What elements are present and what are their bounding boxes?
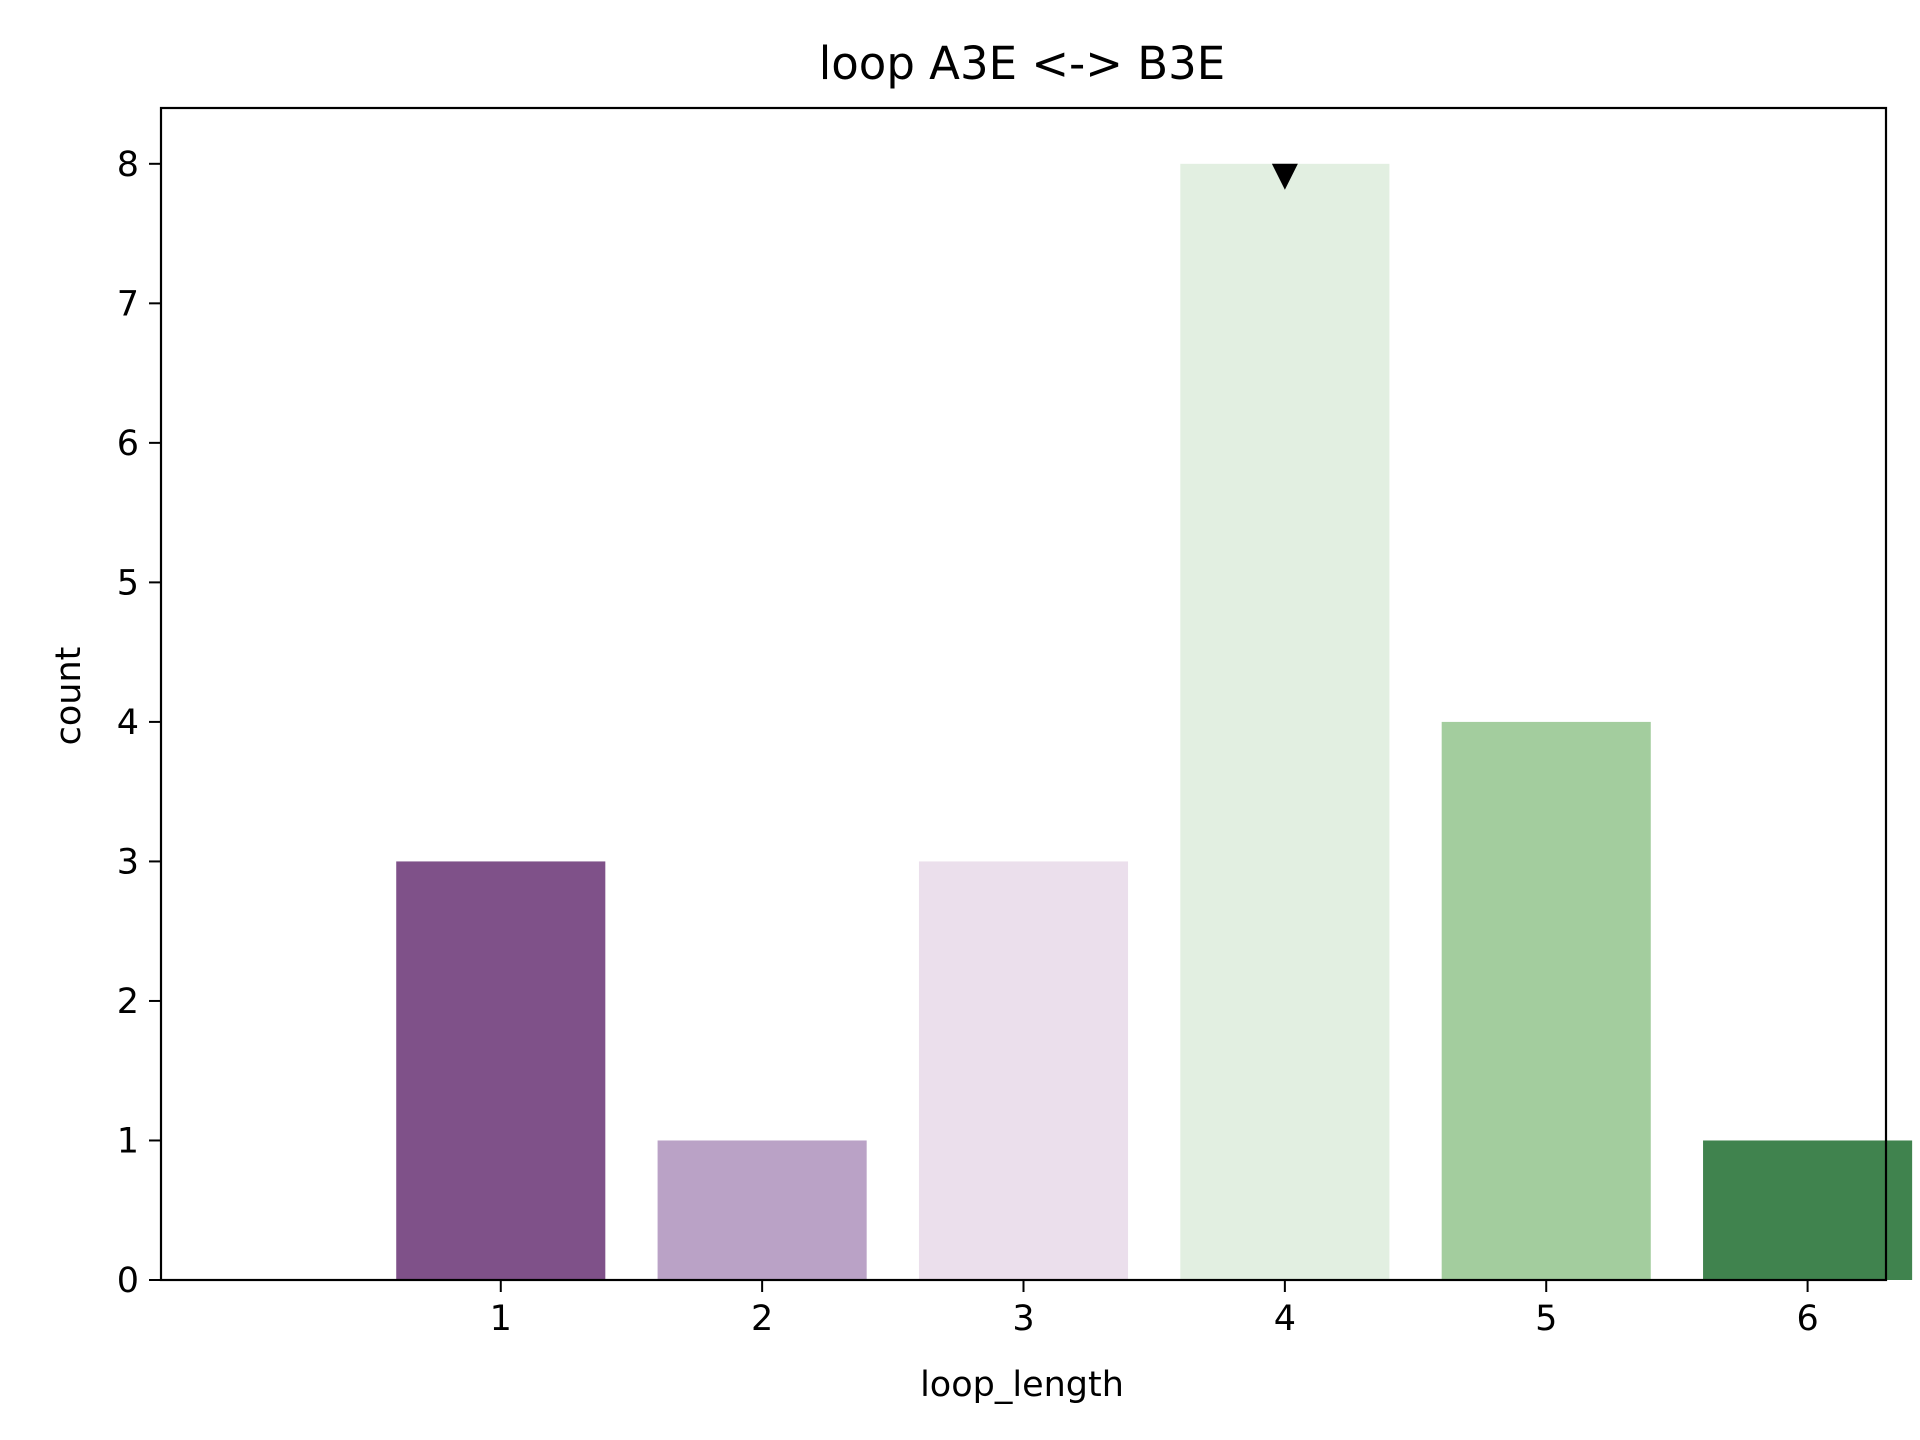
y-axis: 0 1 2 3 4 5 6 7 8 <box>117 145 161 1301</box>
bars-group <box>396 163 1913 1280</box>
x-tick-label-6: 6 <box>1796 1299 1818 1339</box>
bar-3 <box>918 861 1129 1280</box>
x-axis: 1 2 3 4 5 6 <box>490 1280 1819 1339</box>
x-tick-label-4: 4 <box>1274 1299 1296 1339</box>
annotations-group <box>1271 163 1298 190</box>
bar-6 <box>1703 1140 1913 1280</box>
y-tick-label-6: 6 <box>117 424 139 464</box>
bar-4 <box>1180 163 1390 1280</box>
x-tick-label-3: 3 <box>1012 1299 1034 1339</box>
y-tick-label-5: 5 <box>117 563 139 603</box>
y-tick-label-7: 7 <box>117 284 139 324</box>
marker-4 <box>1271 163 1298 190</box>
y-tick-label-2: 2 <box>117 982 139 1022</box>
x-axis-label: loop_length <box>920 1365 1124 1405</box>
x-tick-label-1: 1 <box>490 1299 512 1339</box>
y-tick-label-0: 0 <box>117 1261 139 1301</box>
bar-1 <box>396 861 606 1280</box>
bar-5 <box>1441 721 1651 1280</box>
bar-2 <box>657 1140 867 1280</box>
y-tick-label-4: 4 <box>117 703 139 743</box>
x-tick-label-5: 5 <box>1535 1299 1557 1339</box>
y-tick-label-3: 3 <box>117 842 139 882</box>
y-tick-label-1: 1 <box>117 1121 139 1161</box>
chart-title: loop A3E <-> B3E <box>819 37 1225 90</box>
x-tick-label-2: 2 <box>751 1299 773 1339</box>
y-axis-label: count <box>49 647 89 746</box>
y-tick-label-8: 8 <box>117 145 139 185</box>
